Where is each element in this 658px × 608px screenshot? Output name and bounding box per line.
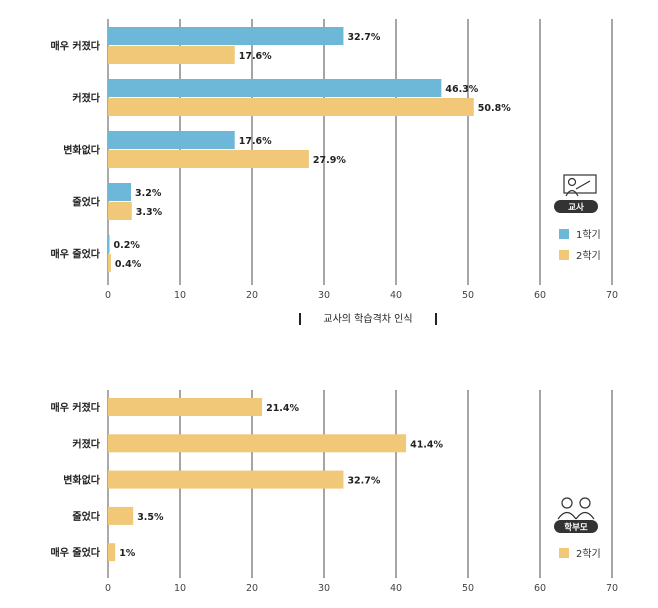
chart-parent: 0 10 20 30 40 50 60 70 매우 커졌다 21.4% 커졌다 41.4% 변화없다 32… xyxy=(51,390,618,594)
board-shape xyxy=(563,174,597,194)
bar-2학기 xyxy=(108,46,235,64)
x-tick-label: 70 xyxy=(606,583,618,594)
bar-2학기 xyxy=(108,470,344,489)
legend-label: 1학기 xyxy=(576,229,601,241)
bar-1학기 xyxy=(108,183,132,201)
x-tick-label: 30 xyxy=(318,583,330,594)
data-label: 32.7% xyxy=(347,476,380,487)
x-tick-label: 20 xyxy=(246,583,258,594)
category-label: 변화없다 xyxy=(63,474,101,487)
head-shape xyxy=(561,497,573,509)
body-shape xyxy=(565,189,579,197)
bar-2학기 xyxy=(108,150,309,168)
x-tick-label: 60 xyxy=(534,583,546,594)
data-label: 3.3% xyxy=(136,207,163,218)
data-label: 32.7% xyxy=(347,32,380,43)
legend-swatch xyxy=(559,250,569,260)
category-label: 매우 커졌다 xyxy=(51,401,101,414)
data-label: 46.3% xyxy=(445,84,478,95)
legend-label: 2학기 xyxy=(576,548,601,560)
data-label: 41.4% xyxy=(410,439,443,450)
head-shape xyxy=(579,497,591,509)
category-label: 매우 커졌다 xyxy=(51,40,101,53)
bar-2학기 xyxy=(108,506,134,525)
bar-1학기 xyxy=(108,131,235,149)
category-label: 줄었다 xyxy=(72,196,100,209)
bar-2학기 xyxy=(108,434,407,453)
x-tick-label: 20 xyxy=(246,290,258,301)
data-label: 3.5% xyxy=(137,512,164,523)
data-label: 0.2% xyxy=(114,240,141,251)
x-tick-label: 50 xyxy=(462,290,474,301)
category-label: 매우 줄었다 xyxy=(51,546,101,559)
body-shape xyxy=(575,511,595,520)
bar-2학기 xyxy=(108,543,116,562)
bar-2학기 xyxy=(108,98,474,116)
parents-icon xyxy=(557,497,595,520)
data-label: 17.6% xyxy=(239,51,272,62)
data-label: 27.9% xyxy=(313,155,346,166)
x-tick-label: 0 xyxy=(105,290,111,301)
axis-title-bar-left xyxy=(299,313,301,325)
badge-pill xyxy=(554,520,598,533)
legend-label: 2학기 xyxy=(576,250,601,262)
head-shape xyxy=(567,177,577,187)
data-label: 21.4% xyxy=(266,403,299,414)
data-label: 50.8% xyxy=(478,103,511,114)
category-label: 줄었다 xyxy=(72,510,100,523)
category-label: 커졌다 xyxy=(72,437,100,450)
bar-2학기 xyxy=(108,398,263,416)
teacher-icon xyxy=(563,174,597,197)
body-shape xyxy=(557,511,577,520)
bar-1학기 xyxy=(108,235,110,253)
data-label: 1% xyxy=(119,548,136,559)
bar-1학기 xyxy=(108,79,442,97)
badge-label: 학부모 xyxy=(564,522,588,533)
x-tick-label: 10 xyxy=(174,583,186,594)
bar-2학기 xyxy=(108,254,111,272)
x-tick-label: 40 xyxy=(390,583,402,594)
category-label: 커졌다 xyxy=(72,92,100,105)
x-tick-label: 70 xyxy=(606,290,618,301)
badge-pill xyxy=(554,200,598,213)
category-label: 변화없다 xyxy=(63,144,101,157)
chart-teacher: 0 10 20 30 40 50 60 70 매우 커졌다 32.7% 17.6% 커졌다 46.3%5… xyxy=(51,19,618,325)
data-label: 0.4% xyxy=(115,259,142,270)
axis-title-bar-right xyxy=(435,313,437,325)
x-tick-label: 10 xyxy=(174,290,186,301)
legend-swatch xyxy=(559,548,569,558)
x-tick-label: 50 xyxy=(462,583,474,594)
axis-title: 교사의 학습격차 인식 xyxy=(323,312,412,325)
x-tick-label: 0 xyxy=(105,583,111,594)
data-label: 17.6% xyxy=(239,136,272,147)
x-tick-label: 30 xyxy=(318,290,330,301)
x-tick-label: 60 xyxy=(534,290,546,301)
legend-swatch xyxy=(559,229,569,239)
badge-label: 교사 xyxy=(568,202,584,213)
data-label: 3.2% xyxy=(135,188,162,199)
category-label: 매우 줄었다 xyxy=(51,248,101,261)
pointer-shape xyxy=(575,180,591,190)
bar-2학기 xyxy=(108,202,132,220)
x-tick-label: 40 xyxy=(390,290,402,301)
bar-1학기 xyxy=(108,27,344,45)
